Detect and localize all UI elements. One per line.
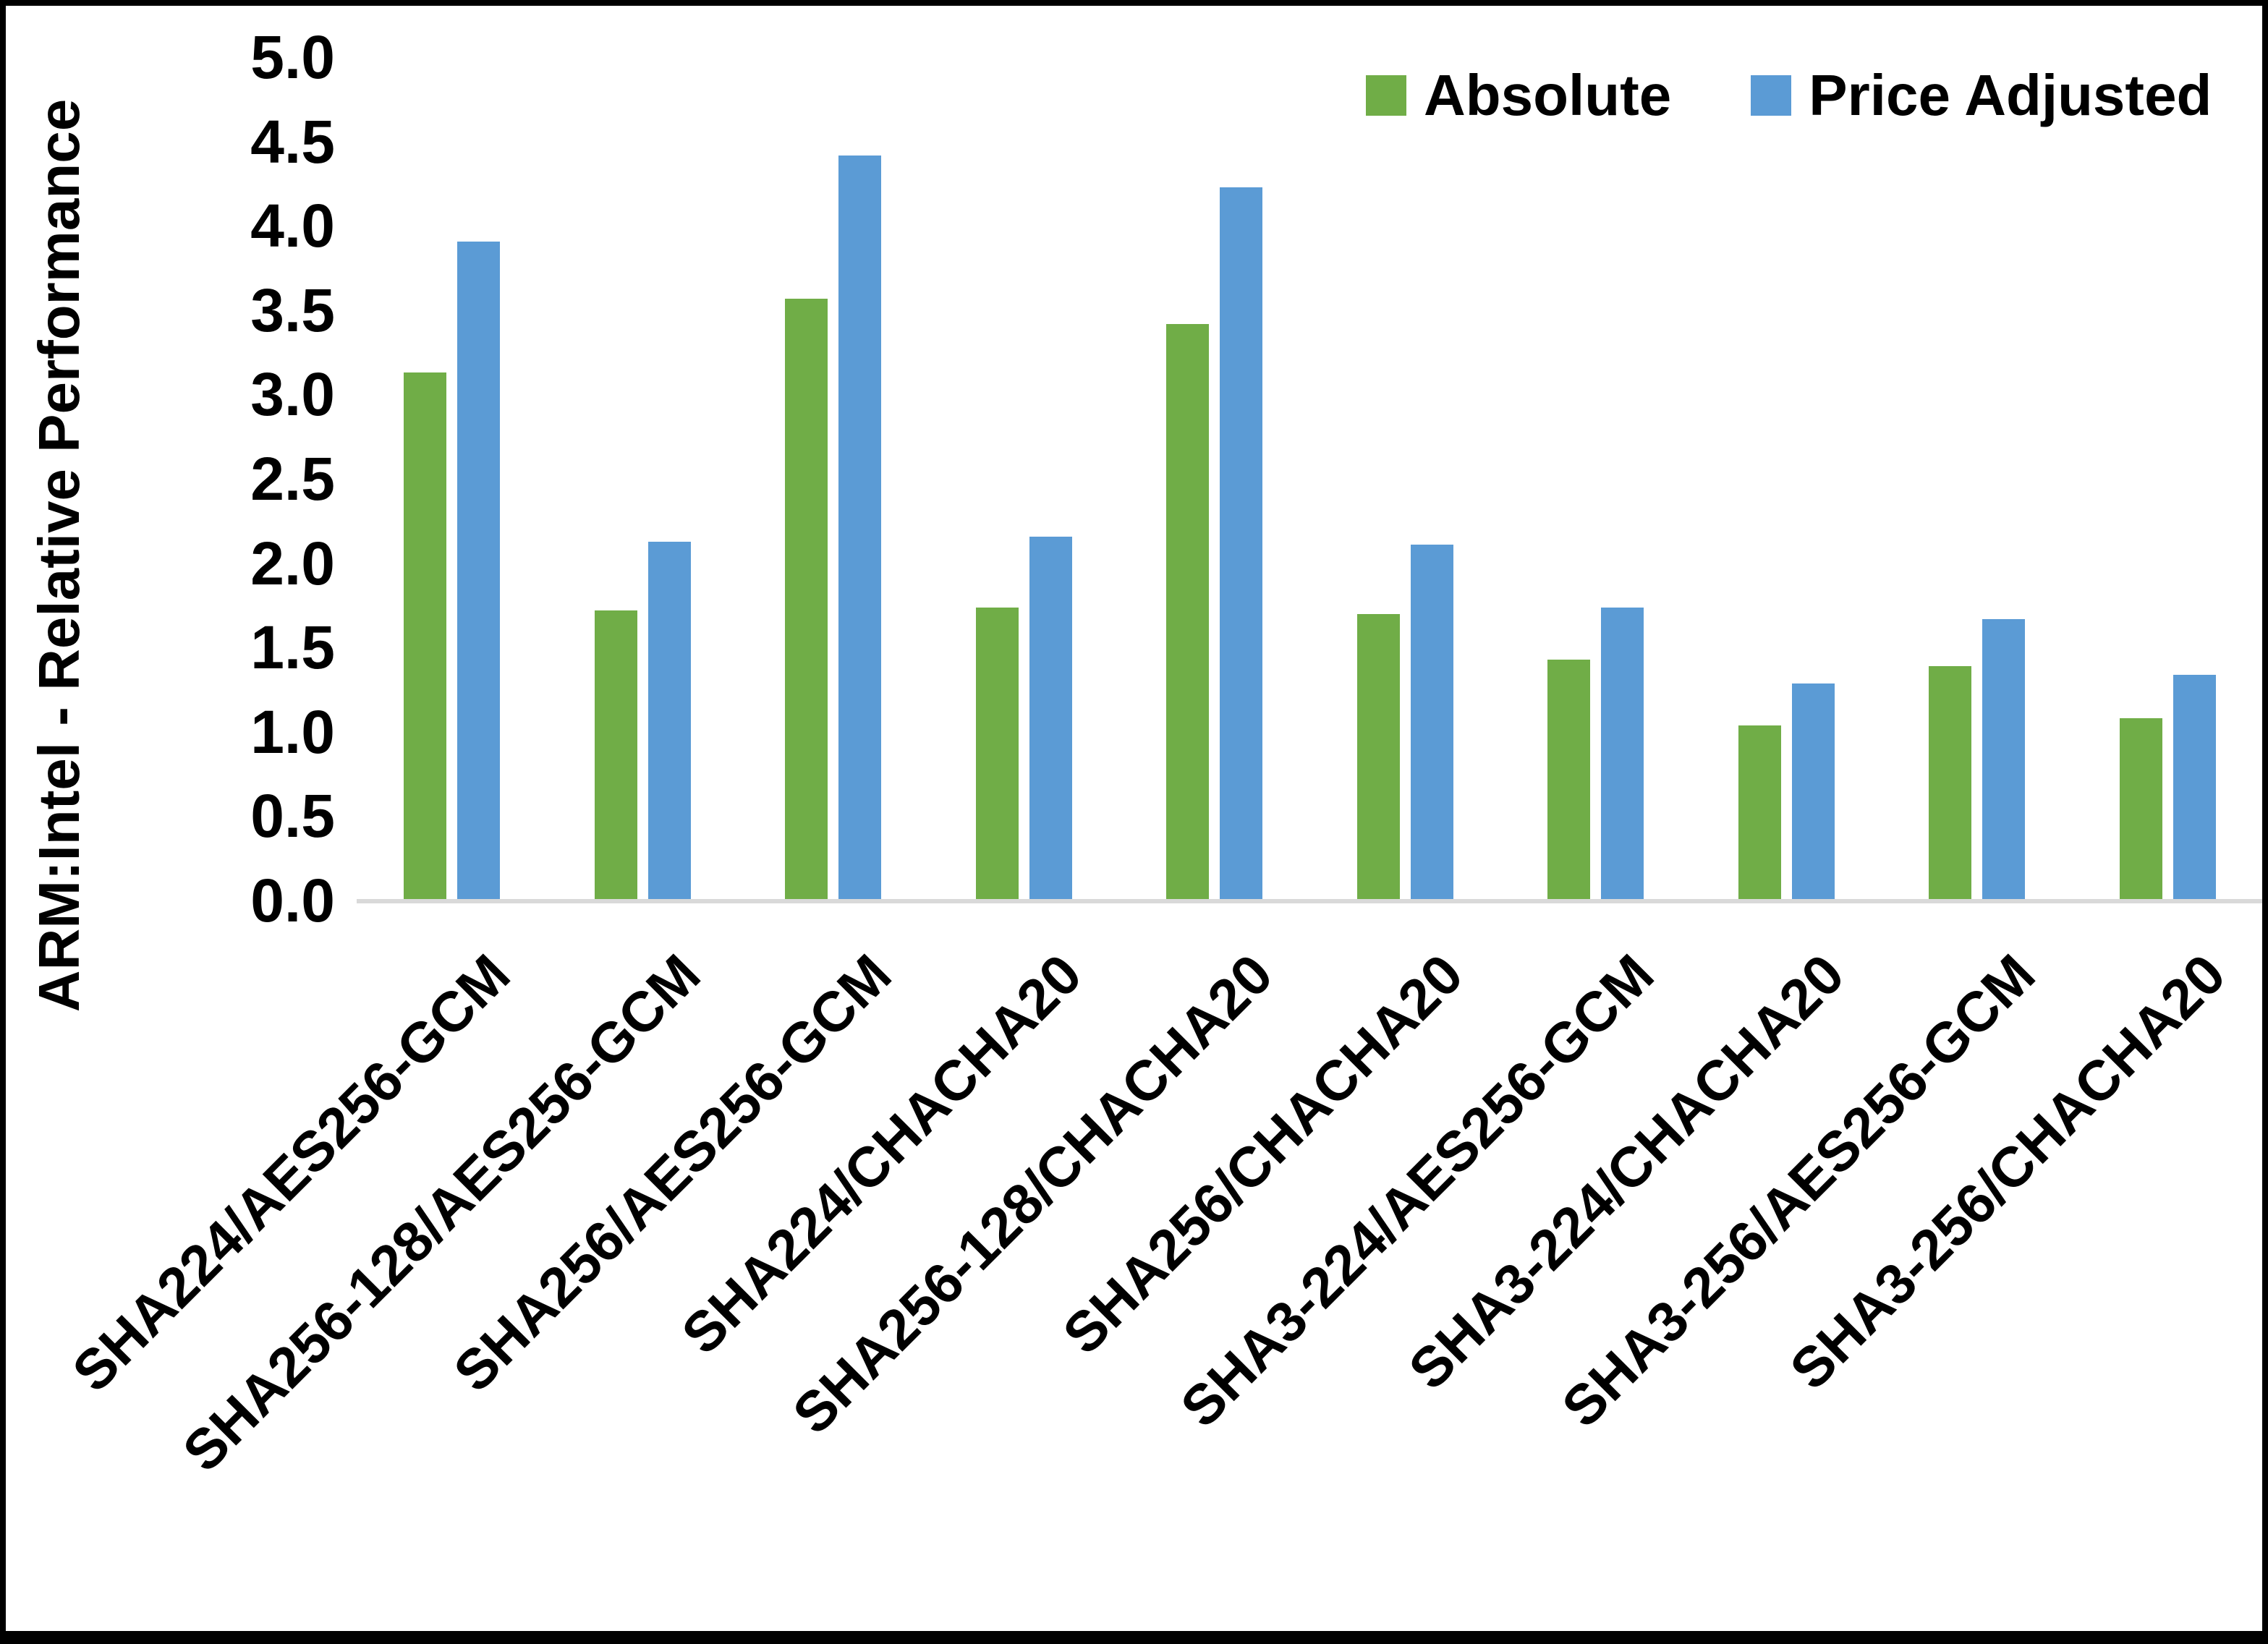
x-axis-line — [357, 899, 2262, 903]
legend-swatch-price-adjusted — [1751, 75, 1792, 116]
y-tick-label: 4.0 — [250, 192, 335, 260]
legend: Absolute Price Adjusted — [1366, 62, 2212, 129]
y-tick-label: 0.0 — [250, 866, 335, 934]
bar-absolute-SHA3-224/CHACHA20 — [1738, 725, 1781, 899]
y-tick-label: 0.5 — [250, 782, 335, 851]
legend-swatch-absolute — [1366, 75, 1406, 116]
bar-absolute-SHA224/AES256-GCM — [404, 372, 447, 899]
bar-price-adjusted-SHA256/CHACHA20 — [1410, 545, 1453, 899]
bar-absolute-SHA3-256/CHACHA20 — [2119, 718, 2162, 899]
bar-price-adjusted-SHA224/AES256-GCM — [457, 241, 501, 899]
legend-item-absolute: Absolute — [1366, 62, 1671, 129]
y-tick-label: 2.5 — [250, 445, 335, 513]
legend-label-price-adjusted: Price Adjusted — [1809, 63, 2212, 127]
y-tick-label: 1.5 — [250, 613, 335, 682]
y-axis-title: ARM:Intel - Relative Performance — [27, 98, 91, 1013]
bar-absolute-SHA3-224/AES256-GCM — [1547, 659, 1591, 899]
y-tick-label: 3.0 — [250, 360, 335, 429]
bar-price-adjusted-SHA3-224/AES256-GCM — [1601, 607, 1644, 899]
bar-price-adjusted-SHA256/AES256-GCM — [838, 155, 882, 899]
bar-price-adjusted-SHA3-224/CHACHA20 — [1791, 683, 1835, 899]
bar-price-adjusted-SHA256-128/CHACHA20 — [1220, 187, 1263, 899]
bar-price-adjusted-SHA224/CHACHA20 — [1029, 536, 1072, 899]
bar-absolute-SHA256/AES256-GCM — [785, 298, 828, 899]
y-tick-label: 1.0 — [250, 697, 335, 766]
bar-absolute-SHA256-128/CHACHA20 — [1166, 323, 1210, 899]
bar-absolute-SHA256/CHACHA20 — [1356, 613, 1400, 899]
bar-absolute-SHA3-256/AES256-GCM — [1929, 666, 1972, 899]
bar-price-adjusted-SHA256-128/AES256-GCM — [647, 541, 691, 899]
y-tick-label: 4.5 — [250, 107, 335, 176]
y-tick-label: 3.5 — [250, 276, 335, 344]
bar-absolute-SHA256-128/AES256-GCM — [594, 610, 637, 899]
y-tick-label: 2.0 — [250, 529, 335, 597]
legend-label-absolute: Absolute — [1424, 63, 1672, 127]
y-tick-label: 5.0 — [250, 23, 335, 91]
legend-item-price-adjusted: Price Adjusted — [1751, 62, 2212, 129]
bar-absolute-SHA224/CHACHA20 — [975, 607, 1019, 899]
bar-price-adjusted-SHA3-256/CHACHA20 — [2173, 674, 2216, 899]
bar-price-adjusted-SHA3-256/AES256-GCM — [1982, 618, 2026, 899]
